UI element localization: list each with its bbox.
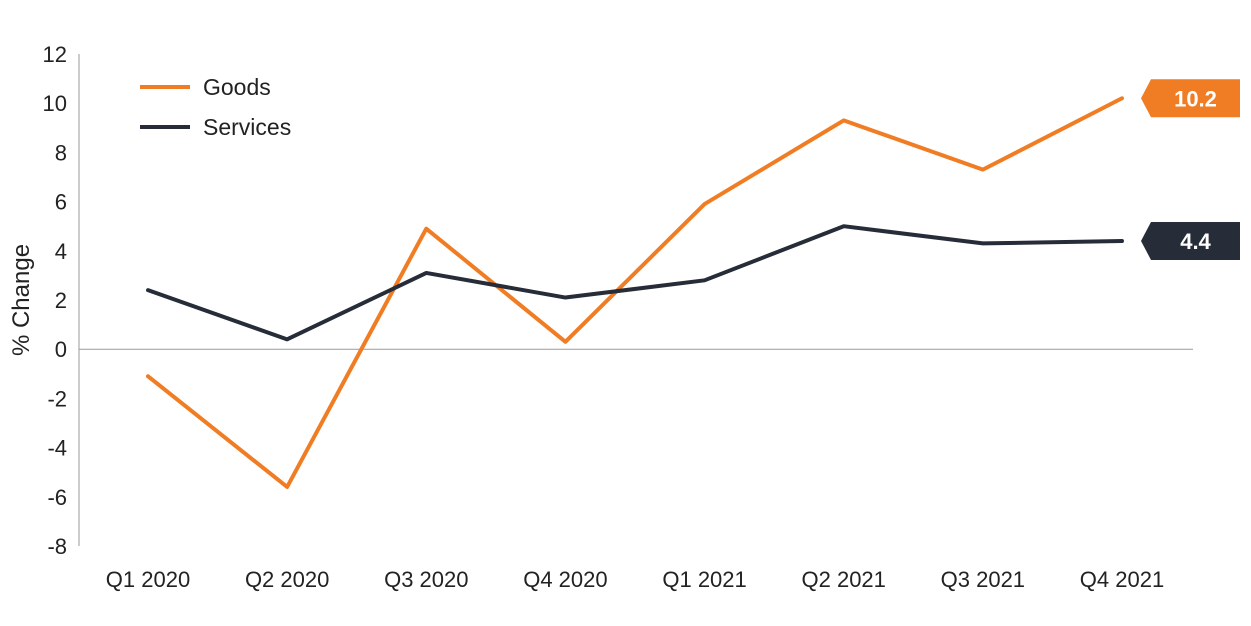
end-callout-goods — [1141, 79, 1240, 118]
x-tick-label: Q3 2020 — [384, 567, 468, 592]
series-lines — [146, 96, 1124, 489]
legend: Goods Services — [140, 74, 291, 140]
y-tick-label: 8 — [55, 140, 67, 165]
x-tick-label: Q2 2021 — [802, 567, 886, 592]
x-tick-label: Q1 2021 — [662, 567, 746, 592]
y-tick-label: 2 — [55, 288, 67, 313]
axes: 12 10 8 6 4 2 0 -2 -4 -6 -8 Q1 2020 Q2 2020 Q3 2020 Q4… — [43, 42, 1193, 592]
legend-label-goods: Goods — [203, 74, 271, 100]
series-line-goods — [146, 96, 1124, 489]
x-tick-label: Q2 2020 — [245, 567, 329, 592]
y-tick-label: -4 — [47, 436, 67, 461]
y-tick-label: 10 — [43, 91, 67, 116]
x-tick-label: Q4 2020 — [523, 567, 607, 592]
y-tick-label: 12 — [43, 42, 67, 67]
x-tick-label: Q1 2020 — [106, 567, 190, 592]
end-callout-services — [1141, 221, 1240, 260]
y-tick-label: -2 — [47, 386, 67, 411]
y-axis-title: % Change — [8, 244, 35, 356]
end-callout-label-goods: 10.2 — [1174, 86, 1217, 111]
y-tick-label: -8 — [47, 534, 67, 559]
y-tick-label: -6 — [47, 485, 67, 510]
y-tick-label: 4 — [55, 239, 67, 264]
end-value-callouts: 10.2 4.4 — [1141, 79, 1240, 260]
y-tick-label: 0 — [55, 337, 67, 362]
end-callout-label-services: 4.4 — [1180, 229, 1211, 254]
legend-label-services: Services — [203, 114, 291, 140]
x-tick-label: Q4 2021 — [1080, 567, 1164, 592]
y-tick-label: 6 — [55, 190, 67, 215]
x-tick-label: Q3 2021 — [941, 567, 1025, 592]
series-line-services — [146, 224, 1124, 342]
